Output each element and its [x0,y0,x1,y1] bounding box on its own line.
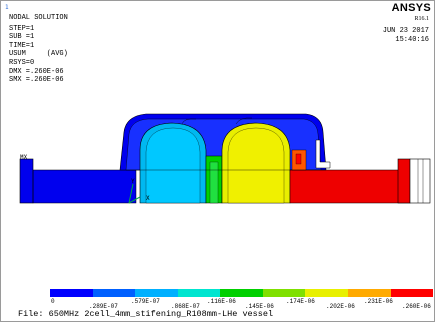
end-plate [409,158,431,204]
legend-band [347,289,391,297]
info-line: TIME=1 [9,41,35,50]
info-line: SUB =1 [9,33,35,42]
legend-band [50,289,93,297]
time-text: 15:40:16 [395,36,429,44]
legend-band [177,289,221,297]
legend-label: .260E-06 [402,303,431,310]
window-index: 1 [5,4,9,11]
tuner-bracket [315,139,331,169]
legend-band [262,289,306,297]
legend-label: .289E-07 [89,303,118,310]
ansys-version: R16.1 [414,16,429,22]
ansys-logo: ANSYS [391,2,431,14]
file-name: 650MHz 2cell_4mm_stifening_R108mm-LHe ve… [48,309,274,319]
legend-band [135,289,178,297]
triad-y-label: Y [131,178,135,185]
file-caption: File: 650MHz 2cell_4mm_stifening_R108mm-… [18,309,273,319]
triad-x-label: X [146,195,150,202]
info-line: SMX =.260E-06 [9,76,64,85]
contour-legend-bar [50,289,434,297]
timestamp: JUN 23 2017 15:40:16 [383,27,429,45]
triad-y-axis [128,183,134,204]
left-flange [20,159,33,203]
right-flange [397,158,411,204]
legend-label: .116E-06 [207,298,236,305]
date-text: JUN 23 2017 [382,27,429,35]
legend-label: .145E-06 [245,303,274,310]
left-beam-pipe [33,170,136,203]
solution-title: NODAL SOLUTION [9,14,68,22]
info-line: RSYS=0 [9,58,35,67]
legend-label: .868E-07 [171,303,200,310]
legend-band [390,289,434,297]
info-line: DMX =.260E-06 [9,67,64,76]
solution-info: NODAL SOLUTION STEP=1 SUB =1 TIME=1 USUM (AV… [9,14,68,85]
legend-band [92,289,136,297]
legend-label: .174E-06 [286,298,315,305]
right-beam-pipe [290,170,410,203]
triad-x-axis [128,196,141,204]
legend-band [305,289,348,297]
info-line: STEP=1 [9,24,35,33]
legend-band [220,289,263,297]
legend-label: 0 [51,298,55,305]
legend-label: .231E-06 [364,298,393,305]
info-line: USUM (AVG) [9,50,68,59]
legend-label: .202E-06 [326,303,355,310]
file-label: File: [18,309,44,319]
legend-label: .579E-07 [131,298,160,305]
mx-marker: MX [20,154,28,161]
